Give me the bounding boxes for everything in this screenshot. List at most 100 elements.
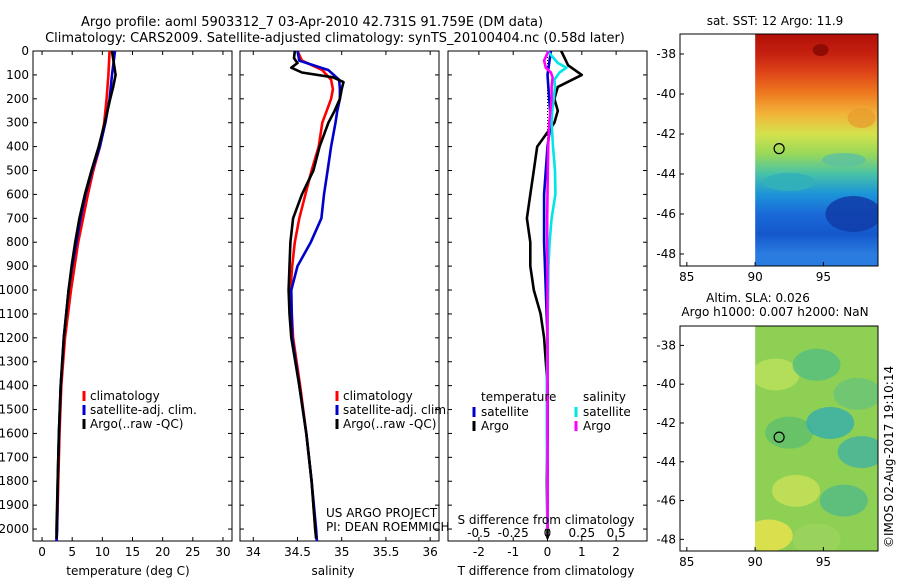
sst-map-argo-marker: [773, 143, 785, 155]
depth-tick-label: 1200: [0, 331, 29, 345]
temperature-legend-label: Argo(..raw -QC): [90, 417, 183, 431]
temperature-xtick-label: 10: [95, 545, 110, 559]
salinity-xtick-label: 35: [334, 545, 349, 559]
sla-map-xtick-label: 90: [747, 555, 762, 569]
sst-front-patch: [763, 173, 816, 191]
footer-stamp: ©IMOS 02-Aug-2017 19:10:14: [882, 366, 896, 548]
sst-map-ytick-label: -38: [656, 47, 676, 61]
difference-xtick-label: -2: [473, 545, 485, 559]
temperature-xtick-label: 20: [155, 545, 170, 559]
salinity-axes-box: [239, 50, 440, 542]
salinity-legend-label: satellite-adj. clim.: [343, 403, 450, 417]
temperature-axes-box: [32, 50, 233, 542]
temperature-xtick-label: 30: [215, 545, 230, 559]
sst-map-ytick-label: -40: [656, 87, 676, 101]
sla-patch: [806, 406, 855, 439]
depth-tick-label: 2000: [0, 522, 29, 536]
sst-map-ytick-label: -42: [656, 127, 676, 141]
figure-title-line2: Climatology: CARS2009. Satellite-adjuste…: [45, 31, 625, 46]
depth-tick-label: 1800: [0, 474, 29, 488]
sla-map: 85 90 95 -38 -40 -42 -44 -46 -48: [656, 325, 879, 569]
sla-patch: [819, 484, 868, 517]
sla-map-argo-marker: [773, 431, 785, 443]
sla-map-ytick-label: -40: [656, 377, 676, 391]
sla-map-image: [755, 326, 879, 551]
sla-patch: [837, 436, 879, 469]
project-credit: US ARGO PROJECT: [326, 506, 438, 520]
sla-patch: [755, 519, 793, 551]
depth-tick-label: 1600: [0, 426, 29, 440]
salinity-plot: 34 34.5 35 35.5 36 climatologysatellite-adj. …: [239, 50, 450, 559]
depth-tick-label: 500: [6, 164, 29, 178]
sdiff-tick-label: 0.5: [607, 526, 626, 540]
difference-xlabel: T difference from climatology: [457, 564, 635, 578]
sst-map-image: [755, 34, 879, 266]
temperature-xtick-label: 0: [38, 545, 46, 559]
salinity-xtick-label: 34.5: [284, 545, 311, 559]
depth-tick-label: 700: [6, 211, 29, 225]
temperature-series-line-2: [55, 50, 117, 539]
depth-tick-label: 1300: [0, 355, 29, 369]
sst-map-ytick-label: -48: [656, 247, 676, 261]
sla-map-ytick-label: -44: [656, 455, 676, 469]
salinity-legend-label: climatology: [343, 389, 413, 403]
sst-map-xtick-label: 90: [747, 270, 762, 284]
sla-map-xtick-label: 95: [816, 555, 831, 569]
temperature-plot: 0 5 10 15 20 25 300100200300400500600700800900…: [0, 44, 233, 559]
temperature-legend-label: satellite-adj. clim.: [90, 403, 197, 417]
depth-tick-label: 1900: [0, 498, 29, 512]
difference-xtick-label: -1: [507, 545, 519, 559]
temperature-xtick-label: 5: [68, 545, 76, 559]
difference-xtick-label: 0: [544, 545, 552, 559]
sdiff-tick-label: -0.5: [467, 526, 490, 540]
depth-tick-label: 1500: [0, 403, 29, 417]
depth-tick-label: 200: [6, 92, 29, 106]
diff-legend-title-salinity: salinity: [583, 390, 626, 404]
diff-legend-label: Argo: [583, 419, 611, 433]
salinity-xtick-label: 34: [246, 545, 261, 559]
depth-tick-label: 0: [21, 44, 29, 58]
salinity-series-line-2: [287, 50, 345, 539]
salinity-series-line-1: [289, 50, 342, 542]
sst-map-ytick-label: -46: [656, 207, 676, 221]
salinity-xlabel: salinity: [311, 564, 354, 578]
depth-tick-label: 800: [6, 235, 29, 249]
salinity-xtick-label: 36: [423, 545, 438, 559]
depth-tick-label: 300: [6, 116, 29, 130]
sla-map-ytick-label: -48: [656, 532, 676, 546]
sst-map-xtick-label: 95: [816, 270, 831, 284]
difference-xtick-label: 1: [578, 545, 586, 559]
sst-map-ytick-label: -44: [656, 167, 676, 181]
diff-legend-label: satellite: [481, 405, 529, 419]
sla-map-ytick-label: -38: [656, 338, 676, 352]
temperature-xtick-label: 15: [125, 545, 140, 559]
sst-warm-patch: [847, 108, 876, 128]
sst-map: 85 90 95 -38 -40 -42 -44 -46 -48: [656, 33, 879, 284]
depth-tick-label: 1400: [0, 379, 29, 393]
diff-legend-label: satellite: [583, 405, 631, 419]
sst-cold-eddy: [825, 196, 879, 232]
sla-map-ytick-label: -42: [656, 416, 676, 430]
depth-tick-label: 400: [6, 140, 29, 154]
difference-xtick-label: 2: [612, 545, 620, 559]
temperature-series-line-0: [55, 50, 111, 542]
depth-tick-label: 1000: [0, 283, 29, 297]
difference-series-line-1: [525, 50, 584, 539]
pi-credit: PI: DEAN ROEMMICH: [326, 520, 449, 534]
depth-tick-label: 1100: [0, 307, 29, 321]
sdiff-tick-label: -0.25: [498, 526, 529, 540]
temperature-xlabel: temperature (deg C): [66, 564, 189, 578]
figure-title-line1: Argo profile: aoml 5903312_7 03-Apr-2010…: [81, 15, 543, 30]
temperature-series-line-1: [55, 50, 117, 542]
temperature-xtick-label: 25: [185, 545, 200, 559]
difference-xlabel-top: S difference from climatology: [458, 513, 635, 527]
sst-warm-patch: [812, 44, 829, 56]
sla-map-xtick-label: 85: [679, 555, 694, 569]
sst-map-title: sat. SST: 12 Argo: 11.9: [707, 14, 844, 28]
sla-patch: [755, 358, 800, 391]
diff-legend-title-temperature: temperature: [481, 390, 556, 404]
diff-legend-label: Argo: [481, 419, 509, 433]
sla-map-ytick-label: -46: [656, 494, 676, 508]
